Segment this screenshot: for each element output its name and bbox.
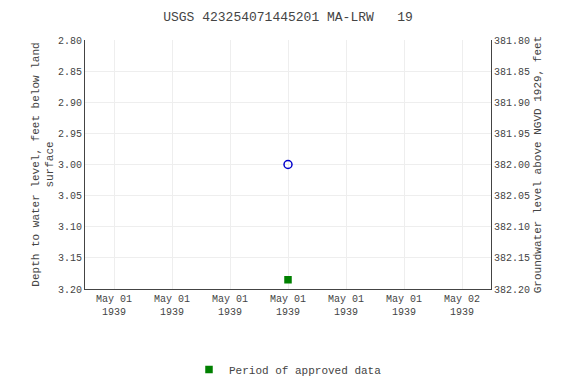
svg-text:2.90: 2.90 — [58, 98, 82, 109]
svg-text:May 011939: May 011939 — [154, 294, 190, 318]
svg-text:382.00: 382.00 — [494, 160, 530, 171]
svg-text:3.15: 3.15 — [58, 253, 82, 264]
svg-text:2.80: 2.80 — [58, 36, 82, 47]
svg-text:May 021939: May 021939 — [444, 294, 480, 318]
svg-text:3.10: 3.10 — [58, 222, 82, 233]
svg-text:3.20: 3.20 — [58, 285, 82, 296]
svg-text:381.80: 381.80 — [494, 36, 530, 47]
svg-text:May 011939: May 011939 — [328, 294, 364, 318]
svg-text:382.15: 382.15 — [494, 253, 530, 264]
svg-text:3.00: 3.00 — [58, 160, 82, 171]
svg-text:May 011939: May 011939 — [212, 294, 248, 318]
svg-text:May 011939: May 011939 — [96, 294, 132, 318]
svg-text:381.90: 381.90 — [494, 98, 530, 109]
svg-text:3.05: 3.05 — [58, 191, 82, 202]
svg-text:382.20: 382.20 — [494, 285, 530, 296]
svg-text:381.85: 381.85 — [494, 67, 530, 78]
svg-text:May 011939: May 011939 — [386, 294, 422, 318]
svg-text:Period of approved data: Period of approved data — [229, 365, 381, 377]
svg-text:May 011939: May 011939 — [270, 294, 306, 318]
svg-text:382.10: 382.10 — [494, 222, 530, 233]
svg-text:382.05: 382.05 — [494, 191, 530, 202]
svg-text:381.95: 381.95 — [494, 129, 530, 140]
svg-text:2.95: 2.95 — [58, 129, 82, 140]
svg-text:2.85: 2.85 — [58, 67, 82, 78]
svg-text:Groundwater level above NGVD 1: Groundwater level above NGVD 1929, feet — [532, 36, 544, 293]
svg-text:Depth to water level, feet bel: Depth to water level, feet below landsur… — [30, 42, 56, 286]
svg-text:USGS 423254071445201 MA-LRW: USGS 423254071445201 MA-LRW 19 — [163, 10, 413, 25]
